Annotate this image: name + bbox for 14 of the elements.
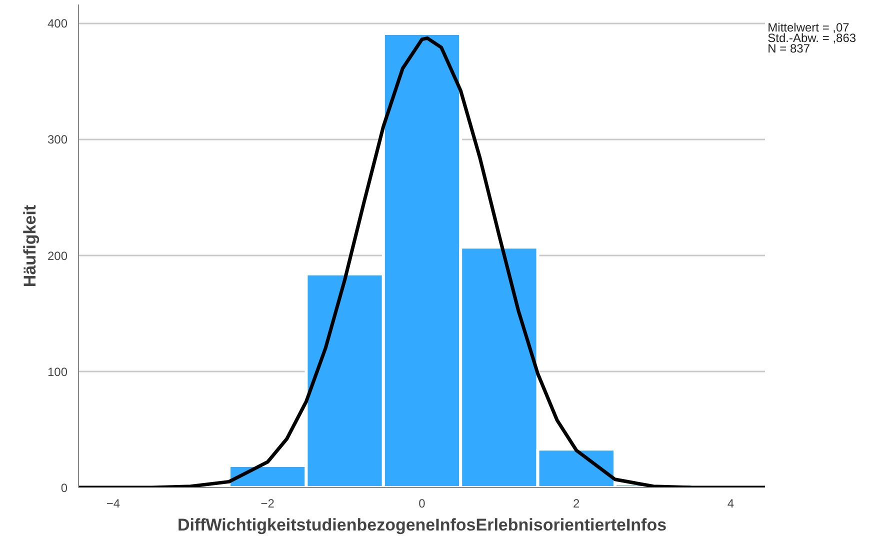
x-axis-title: DiffWichtigkeitstudienbezogeneInfosErlebnisorientierteInfos	[177, 516, 667, 534]
x-tick-label: −4	[106, 496, 120, 510]
y-tick-label: 100	[47, 364, 68, 379]
y-tick-label: 200	[47, 248, 68, 263]
text: N = 837	[768, 42, 810, 56]
x-tick-label: −2	[260, 496, 275, 510]
text: Mittelwert = ,07	[768, 20, 850, 34]
y-axis-title: Häufigkeit	[20, 204, 40, 288]
y-tick-label: 300	[47, 132, 68, 147]
x-tick-label: 4	[727, 496, 734, 510]
x-tick-label: 0	[418, 496, 426, 510]
y-tick-label: 0	[60, 481, 68, 495]
x-tick-label: 2	[573, 496, 580, 510]
y-tick-label: 400	[47, 16, 68, 31]
